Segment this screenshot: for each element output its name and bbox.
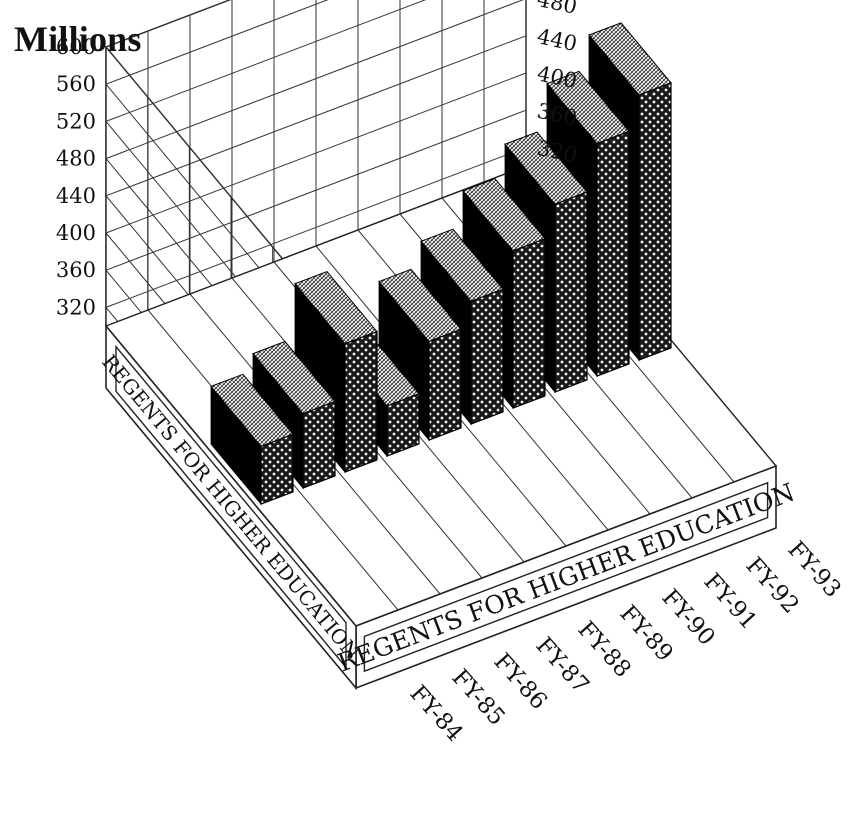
- base-left-face: [105, 323, 357, 691]
- bar: [302, 400, 336, 489]
- gridline-back-horizontal: [105, 35, 527, 197]
- y-tick-label-left: 440: [56, 184, 96, 208]
- y-tick-label-left: 360: [56, 258, 96, 282]
- gridline-back-horizontal: [105, 0, 427, 122]
- y-axis-title: Millions: [14, 19, 142, 59]
- y-tick-label-left: 480: [56, 147, 96, 171]
- bar: [596, 130, 630, 377]
- y-tick-label-left: 400: [56, 221, 96, 245]
- bar: [638, 82, 672, 361]
- bar: [344, 330, 378, 473]
- bar: [512, 237, 546, 409]
- bar: [260, 433, 294, 505]
- bar: [470, 288, 504, 425]
- gridline-back-horizontal: [105, 0, 231, 48]
- bar: [386, 392, 420, 457]
- gridline-back-horizontal: [105, 146, 527, 308]
- y-tick-label-right: 400: [535, 61, 579, 93]
- bar: [554, 191, 588, 393]
- y-tick-label-left: 320: [56, 295, 96, 319]
- y-tick-label-left: 560: [56, 72, 96, 96]
- gridline-back-horizontal: [105, 0, 524, 160]
- y-tick-label-left: 600: [56, 35, 96, 59]
- bar: [428, 328, 462, 441]
- y-tick-label-right: 440: [535, 24, 579, 56]
- y-tick-label-right: 480: [535, 0, 579, 19]
- gridline-back-horizontal: [105, 72, 527, 234]
- base-front-label-frame: [363, 481, 769, 673]
- gridline-back-horizontal: [105, 109, 527, 271]
- y-tick-label-left: 520: [56, 109, 96, 133]
- base-left-label-frame: [115, 344, 347, 670]
- gridline-back-horizontal: [105, 0, 329, 85]
